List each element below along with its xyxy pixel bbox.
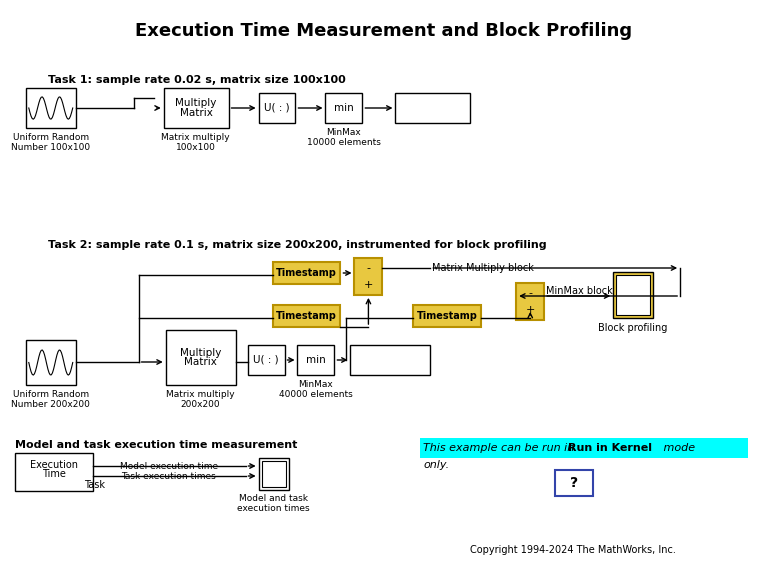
Text: Matrix Multiply block: Matrix Multiply block (432, 263, 534, 273)
Text: Task execution times: Task execution times (121, 472, 216, 481)
Bar (259, 93, 296, 123)
Text: +: + (364, 280, 373, 290)
Text: ?: ? (570, 476, 578, 490)
Text: MinMax
40000 elements: MinMax 40000 elements (279, 380, 352, 399)
Text: Model and task execution time measurement: Model and task execution time measuremen… (15, 440, 297, 450)
Text: Block profiling: Block profiling (598, 323, 668, 333)
Bar (613, 272, 653, 318)
Text: Multiply: Multiply (175, 98, 217, 108)
Bar (421, 438, 748, 458)
Text: Matrix multiply
200x200: Matrix multiply 200x200 (166, 390, 235, 410)
Text: This example can be run in: This example can be run in (424, 443, 578, 453)
Text: -: - (529, 288, 532, 298)
Bar (555, 470, 593, 496)
Text: Run in Kernel: Run in Kernel (568, 443, 652, 453)
Bar (297, 345, 335, 375)
Bar (247, 345, 284, 375)
Text: Matrix: Matrix (184, 357, 217, 367)
Bar (616, 275, 650, 315)
Text: only.: only. (424, 460, 450, 470)
Bar (26, 340, 76, 385)
Text: min: min (334, 103, 354, 113)
Bar (15, 453, 93, 491)
Bar (273, 262, 340, 284)
Text: Execution Time Measurement and Block Profiling: Execution Time Measurement and Block Pro… (135, 22, 632, 40)
Text: U( : ): U( : ) (264, 103, 290, 113)
Bar (516, 283, 544, 320)
Text: Timestamp: Timestamp (417, 311, 478, 321)
Text: MinMax
10000 elements: MinMax 10000 elements (306, 128, 381, 147)
Text: Matrix multiply
100x100: Matrix multiply 100x100 (162, 133, 230, 153)
Bar (261, 461, 286, 487)
Text: MinMax block: MinMax block (546, 286, 613, 296)
Bar (355, 258, 382, 295)
Bar (414, 305, 481, 327)
Text: Copyright 1994-2024 The MathWorks, Inc.: Copyright 1994-2024 The MathWorks, Inc. (470, 545, 676, 555)
Bar (259, 458, 289, 490)
Bar (273, 305, 340, 327)
Text: +: + (525, 305, 535, 315)
Text: Time: Time (42, 469, 66, 479)
Text: Timestamp: Timestamp (276, 268, 337, 278)
Text: Task 2: sample rate 0.1 s, matrix size 200x200, instrumented for block profiling: Task 2: sample rate 0.1 s, matrix size 2… (47, 240, 546, 250)
Bar (326, 93, 362, 123)
Text: mode: mode (660, 443, 696, 453)
Text: Timestamp: Timestamp (276, 311, 337, 321)
Bar (350, 345, 430, 375)
Text: Uniform Random
Number 100x100: Uniform Random Number 100x100 (11, 133, 90, 153)
Text: Task: Task (83, 480, 105, 490)
Text: Execution: Execution (30, 460, 78, 470)
Text: -: - (366, 263, 371, 273)
Bar (165, 330, 236, 385)
Bar (26, 88, 76, 128)
Text: Model execution time: Model execution time (119, 462, 218, 471)
Text: Task 1: sample rate 0.02 s, matrix size 100x100: Task 1: sample rate 0.02 s, matrix size … (47, 75, 345, 85)
Text: min: min (306, 355, 326, 365)
Text: U( : ): U( : ) (254, 355, 279, 365)
Text: Matrix: Matrix (180, 107, 212, 118)
Bar (164, 88, 228, 128)
Text: Multiply: Multiply (180, 348, 221, 358)
Bar (395, 93, 470, 123)
Text: Uniform Random
Number 200x200: Uniform Random Number 200x200 (11, 390, 90, 410)
Text: Model and task
execution times: Model and task execution times (237, 494, 309, 514)
